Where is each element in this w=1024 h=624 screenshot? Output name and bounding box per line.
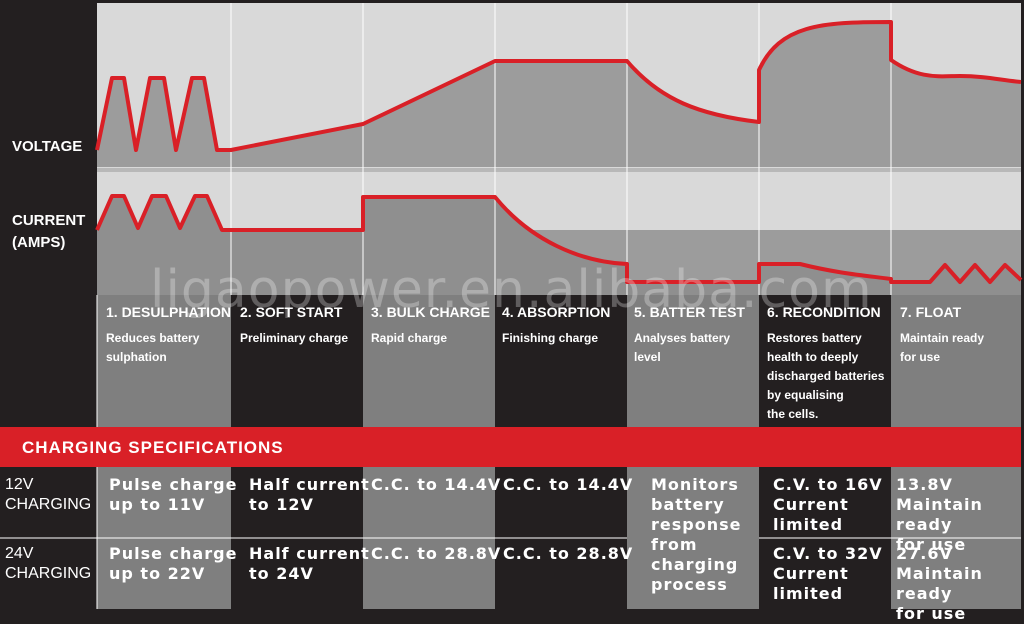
stage-desc-5: Analyses battery level bbox=[634, 331, 731, 364]
stage-title-2: 2. SOFT START bbox=[240, 304, 343, 320]
stage-desc-4: Finishing charge bbox=[502, 331, 599, 345]
spec-12v-stage4: C.C. to 14.4V bbox=[503, 475, 634, 494]
spec-header-bar: CHARGING SPECIFICATIONS bbox=[0, 427, 1021, 467]
stage-title-5: 5. BATTER TEST bbox=[634, 304, 745, 320]
spec-12v-stage7: 13.8V Maintain ready for use bbox=[896, 475, 983, 554]
spec-12v-stage2: Half current to 12V bbox=[249, 475, 370, 514]
stage-title-4: 4. ABSORPTION bbox=[502, 304, 611, 320]
current-curve bbox=[95, 194, 1023, 284]
spec-12v-stage1: Pulse charge up to 11V bbox=[109, 475, 238, 514]
stage-desc-2: Preliminary charge bbox=[240, 331, 349, 345]
spec-battery-test: Monitors battery response from charging … bbox=[651, 475, 742, 594]
charging-diagram: VOLTAGE CURRENT (AMPS) ligaopower.en.ali… bbox=[0, 3, 1023, 623]
stage-title-3: 3. BULK CHARGE bbox=[371, 304, 491, 320]
spec-24v-stage1: Pulse charge up to 22V bbox=[109, 544, 238, 583]
current-label: CURRENT (AMPS) bbox=[12, 212, 86, 251]
row-label-24v: 24V CHARGING bbox=[5, 545, 92, 582]
stage-title-1: 1. DESULPHATION bbox=[106, 304, 231, 320]
watermark: ligaopower.en.alibaba.com bbox=[150, 260, 873, 320]
spec-24v-stage4: C.C. to 28.8V bbox=[503, 544, 634, 563]
spec-24v-stage7: 27.6V Maintain ready for use bbox=[896, 544, 983, 623]
stage-title-6: 6. RECONDITION bbox=[767, 304, 881, 320]
voltage-label: VOLTAGE bbox=[12, 138, 83, 155]
spec-12v-stage3: C.C. to 14.4V bbox=[371, 475, 502, 494]
spec-24v-stage6: C.V. to 32V Current limited bbox=[773, 544, 883, 603]
spec-24v-stage3: C.C. to 28.8V bbox=[371, 544, 502, 563]
spec-24v-stage2: Half current to 24V bbox=[249, 544, 370, 583]
row-label-12v: 12V CHARGING bbox=[5, 476, 92, 513]
stage-title-7: 7. FLOAT bbox=[900, 304, 962, 320]
voltage-curve bbox=[95, 20, 1022, 152]
graph-background bbox=[0, 3, 1023, 609]
stage-desc-1: Reduces battery sulphation bbox=[106, 331, 200, 364]
spec-12v-stage6: C.V. to 16V Current limited bbox=[773, 475, 883, 534]
spec-header: CHARGING SPECIFICATIONS bbox=[22, 438, 284, 457]
stage-desc-3: Rapid charge bbox=[371, 331, 448, 345]
stage-desc-7: Maintain ready for use bbox=[900, 331, 985, 364]
stage-desc-6: Restores battery health to deeply discha… bbox=[767, 331, 885, 421]
